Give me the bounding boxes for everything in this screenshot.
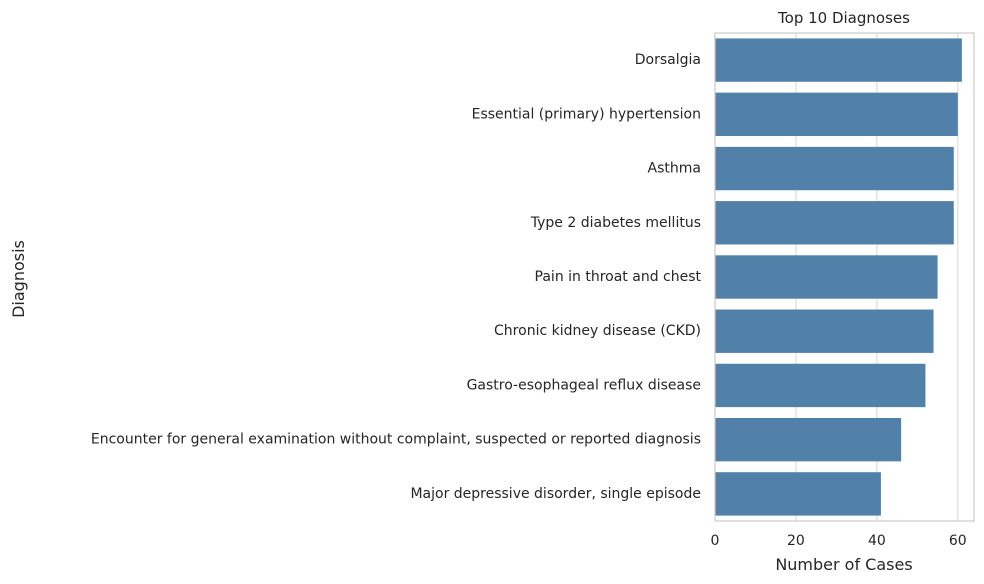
- bar: [715, 309, 934, 353]
- bar: [715, 92, 958, 137]
- y-tick-labels: Dorsalgia Essential (primary) hypertensio…: [91, 52, 702, 502]
- plot-border: [714, 32, 975, 522]
- plot-frame: [714, 32, 975, 522]
- bar: [715, 38, 962, 82]
- bar: [715, 417, 902, 462]
- y-tick-label: Major depressive disorder, single episod…: [410, 486, 701, 502]
- bar: [715, 146, 954, 191]
- y-tick-label: Pain in throat and chest: [535, 269, 702, 285]
- bar: [715, 472, 881, 516]
- y-tick-label: Chronic kidney disease (CKD): [494, 323, 701, 339]
- y-tick-label: Encounter for general examination withou…: [91, 432, 701, 448]
- x-tick-labels: 0 20 40 60: [711, 533, 967, 549]
- x-tick-label: 20: [787, 533, 805, 549]
- x-tick-label: 40: [868, 533, 886, 549]
- bars: [715, 38, 962, 516]
- y-tick-label: Essential (primary) hypertension: [472, 106, 701, 122]
- x-tick-label: 60: [949, 533, 967, 549]
- chart-title: Top 10 Diagnoses: [777, 9, 910, 27]
- y-tick-label: Type 2 diabetes mellitus: [530, 215, 701, 231]
- bar: [715, 363, 926, 408]
- x-axis-label: Number of Cases: [775, 555, 912, 574]
- y-tick-label: Asthma: [648, 161, 701, 177]
- y-tick-label: Gastro-esophageal reflux disease: [467, 377, 701, 393]
- y-axis-label: Diagnosis: [9, 240, 28, 318]
- bar: [715, 255, 938, 299]
- bar: [715, 201, 954, 245]
- x-tick-label: 0: [711, 533, 720, 549]
- y-tick-label: Dorsalgia: [635, 52, 701, 68]
